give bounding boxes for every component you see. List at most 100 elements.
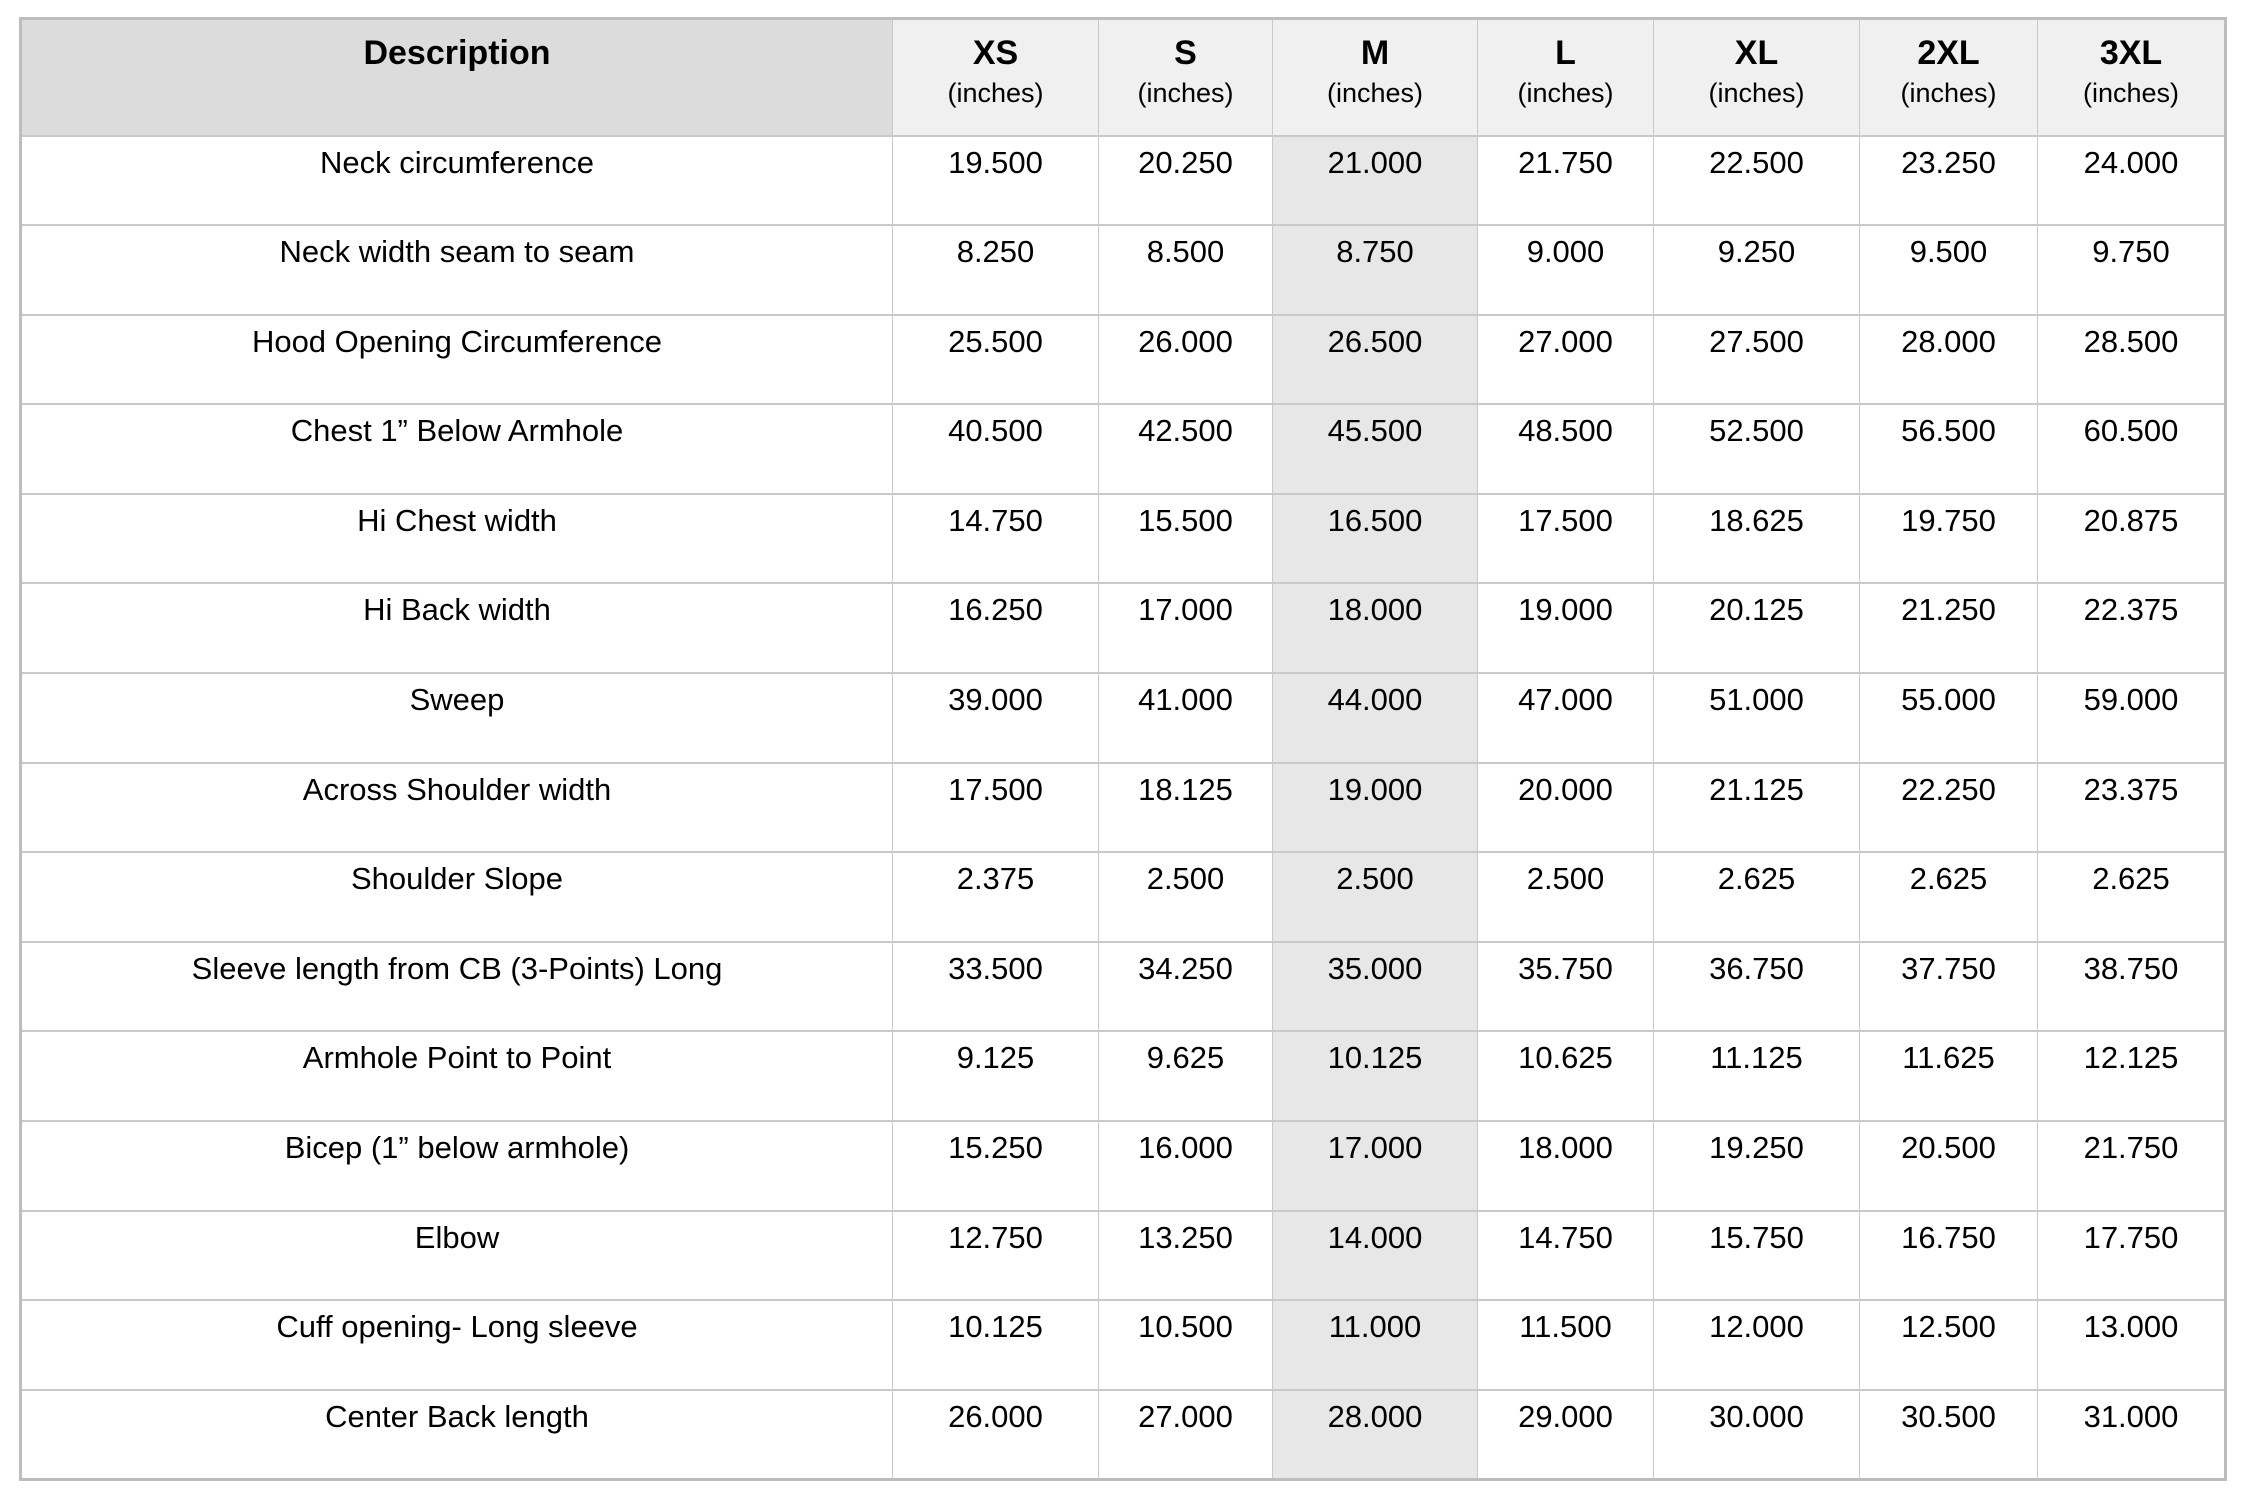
size-unit-m: (inches) [1326, 78, 1424, 108]
table-row: Hi Chest width 14.750 15.500 16.500 17.500 18… [20, 492, 2226, 585]
measurement-cell: 23.250 [1859, 134, 2038, 227]
row-label: Hi Back width [20, 582, 893, 675]
row-label: Hood Opening Circumference [20, 313, 893, 406]
measurement-cell: 22.500 [1653, 134, 1860, 227]
measurement-cell: 26.000 [892, 1388, 1099, 1481]
measurement-cell: 23.375 [2037, 761, 2226, 854]
measurement-cell: 2.625 [1653, 851, 1860, 943]
measurement-cell: 21.750 [1477, 134, 1654, 227]
measurement-cell: 16.500 [1272, 492, 1478, 585]
measurement-cell: 35.750 [1477, 940, 1654, 1033]
table-row: Hi Back width 16.250 17.000 18.000 19.000 20.… [20, 582, 2226, 675]
measurement-cell: 22.375 [2037, 582, 2226, 675]
measurement-cell: 25.500 [892, 313, 1099, 406]
measurement-cell: 27.000 [1477, 313, 1654, 406]
row-label: Neck circumference [20, 134, 893, 227]
row-label: Hi Chest width [20, 492, 893, 585]
row-label: Sleeve length from CB (3-Points) Long [20, 940, 893, 1033]
measurement-cell: 12.000 [1653, 1299, 1860, 1391]
measurement-cell: 9.125 [892, 1030, 1099, 1123]
measurement-cell: 21.250 [1859, 582, 2038, 675]
table-row: Armhole Point to Point 9.125 9.625 10.125 10… [20, 1030, 2226, 1123]
measurement-cell: 11.625 [1859, 1030, 2038, 1123]
row-label: Across Shoulder width [20, 761, 893, 854]
measurement-cell: 12.125 [2037, 1030, 2226, 1123]
measurement-cell: 20.000 [1477, 761, 1654, 854]
measurement-cell: 9.500 [1859, 224, 2038, 316]
column-header-m: M (inches) [1272, 17, 1478, 137]
measurement-cell: 19.250 [1653, 1120, 1860, 1212]
table-row: Neck circumference 19.500 20.250 21.000 21.7… [20, 134, 2226, 227]
column-header-xl: XL (inches) [1653, 17, 1860, 137]
measurement-cell: 27.500 [1653, 313, 1860, 406]
measurement-cell: 37.750 [1859, 940, 2038, 1033]
row-label: Cuff opening- Long sleeve [20, 1299, 893, 1391]
measurement-cell: 15.750 [1653, 1209, 1860, 1302]
measurement-cell: 2.375 [892, 851, 1099, 943]
measurement-cell: 33.500 [892, 940, 1099, 1033]
measurement-cell: 2.500 [1272, 851, 1478, 943]
measurement-cell: 2.625 [2037, 851, 2226, 943]
measurement-cell: 44.000 [1272, 672, 1478, 764]
measurement-cell: 26.000 [1098, 313, 1273, 406]
measurement-cell: 24.000 [2037, 134, 2226, 227]
size-unit-l: (inches) [1517, 78, 1614, 108]
measurement-cell: 8.250 [892, 224, 1099, 316]
measurement-cell: 34.250 [1098, 940, 1273, 1033]
measurement-cell: 12.500 [1859, 1299, 2038, 1391]
measurement-cell: 10.125 [892, 1299, 1099, 1391]
size-label-m: M [1360, 34, 1390, 72]
size-unit-s: (inches) [1137, 78, 1234, 108]
measurement-cell: 13.000 [2037, 1299, 2226, 1391]
table-body: Neck circumference 19.500 20.250 21.000 21.7… [20, 134, 2226, 1481]
table-header: Description XS (inches) S (inches) M (in… [20, 17, 2226, 137]
size-unit-2xl: (inches) [1900, 78, 1997, 108]
header-row: Description XS (inches) S (inches) M (in… [20, 17, 2226, 137]
measurement-cell: 18.000 [1272, 582, 1478, 675]
measurement-cell: 19.000 [1272, 761, 1478, 854]
table-row: Neck width seam to seam 8.250 8.500 8.750 9.… [20, 224, 2226, 316]
size-unit-xl: (inches) [1708, 78, 1805, 108]
measurement-cell: 22.250 [1859, 761, 2038, 854]
row-label: Shoulder Slope [20, 851, 893, 943]
row-label: Sweep [20, 672, 893, 764]
measurement-cell: 14.000 [1272, 1209, 1478, 1302]
measurement-cell: 19.750 [1859, 492, 2038, 585]
measurement-cell: 31.000 [2037, 1388, 2226, 1481]
measurement-cell: 19.000 [1477, 582, 1654, 675]
measurement-cell: 12.750 [892, 1209, 1099, 1302]
measurement-cell: 8.750 [1272, 224, 1478, 316]
measurement-cell: 60.500 [2037, 403, 2226, 495]
measurement-cell: 56.500 [1859, 403, 2038, 495]
column-header-2xl: 2XL (inches) [1859, 17, 2038, 137]
size-label-2xl: 2XL [1917, 34, 1980, 72]
size-label-3xl: 3XL [2099, 34, 2163, 72]
measurement-cell: 21.125 [1653, 761, 1860, 854]
measurement-cell: 14.750 [1477, 1209, 1654, 1302]
measurement-cell: 9.250 [1653, 224, 1860, 316]
table-row: Center Back length 26.000 27.000 28.000 29.0… [20, 1388, 2226, 1481]
measurement-cell: 19.500 [892, 134, 1099, 227]
measurement-cell: 45.500 [1272, 403, 1478, 495]
measurement-cell: 42.500 [1098, 403, 1273, 495]
size-label-l: L [1555, 34, 1576, 72]
row-label: Neck width seam to seam [20, 224, 893, 316]
size-label-xs: XS [972, 34, 1019, 72]
measurement-cell: 40.500 [892, 403, 1099, 495]
measurement-cell: 14.750 [892, 492, 1099, 585]
measurement-cell: 52.500 [1653, 403, 1860, 495]
measurement-cell: 28.000 [1272, 1388, 1478, 1481]
measurement-cell: 15.500 [1098, 492, 1273, 585]
row-label: Armhole Point to Point [20, 1030, 893, 1123]
size-unit-3xl: (inches) [2082, 78, 2180, 108]
measurement-cell: 47.000 [1477, 672, 1654, 764]
table-row: Bicep (1” below armhole) 15.250 16.000 17.0… [20, 1120, 2226, 1212]
measurement-cell: 9.625 [1098, 1030, 1273, 1123]
measurement-cell: 9.000 [1477, 224, 1654, 316]
measurement-cell: 13.250 [1098, 1209, 1273, 1302]
measurement-cell: 38.750 [2037, 940, 2226, 1033]
size-unit-xs: (inches) [947, 78, 1044, 108]
table-row: Cuff opening- Long sleeve 10.125 10.500 11.… [20, 1299, 2226, 1391]
measurement-cell: 2.500 [1098, 851, 1273, 943]
measurement-cell: 10.125 [1272, 1030, 1478, 1123]
